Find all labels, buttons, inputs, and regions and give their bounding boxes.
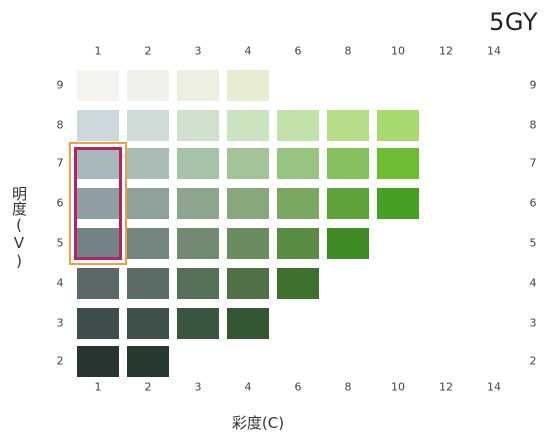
color-chip-v5-c4 xyxy=(227,227,269,259)
chroma-tick-bottom-8: 8 xyxy=(344,380,352,394)
color-chip-v3-c3 xyxy=(177,307,219,339)
value-tick-right-8: 8 xyxy=(529,118,537,132)
color-chip-v8-c8 xyxy=(327,109,369,141)
color-chip-v6-c8 xyxy=(327,187,369,219)
value-tick-left-9: 9 xyxy=(56,78,64,92)
color-chip-v2-c2 xyxy=(127,345,169,377)
chroma-tick-top-10: 10 xyxy=(391,44,405,58)
chroma-tick-bottom-6: 6 xyxy=(294,380,302,394)
color-chip-v9-c4 xyxy=(227,69,269,101)
value-tick-right-9: 9 xyxy=(529,78,537,92)
chroma-tick-bottom-12: 12 xyxy=(439,380,453,394)
color-chip-v8-c6 xyxy=(277,109,319,141)
color-chip-v5-c8 xyxy=(327,227,369,259)
color-chip-v4-c1 xyxy=(77,267,119,299)
color-chip-v8-c1 xyxy=(77,109,119,141)
color-chip-v5-c2 xyxy=(127,227,169,259)
color-chip-v9-c3 xyxy=(177,69,219,101)
value-tick-right-5: 5 xyxy=(529,236,537,250)
color-chip-v6-c3 xyxy=(177,187,219,219)
value-tick-right-7: 7 xyxy=(529,156,537,170)
highlight-outer-frame xyxy=(69,142,127,265)
color-chip-v5-c1 xyxy=(77,227,119,259)
color-chip-v9-c1 xyxy=(77,69,119,101)
chroma-tick-top-8: 8 xyxy=(344,44,352,58)
color-chip-v2-c1 xyxy=(77,345,119,377)
value-tick-left-7: 7 xyxy=(56,156,64,170)
color-chip-v9-c2 xyxy=(127,69,169,101)
color-chip-v3-c2 xyxy=(127,307,169,339)
color-chip-v8-c10 xyxy=(377,109,419,141)
color-chip-v7-c6 xyxy=(277,147,319,179)
value-tick-left-3: 3 xyxy=(56,316,64,330)
color-chip-v5-c6 xyxy=(277,227,319,259)
value-tick-right-6: 6 xyxy=(529,196,537,210)
chroma-tick-bottom-2: 2 xyxy=(144,380,152,394)
color-chip-v3-c1 xyxy=(77,307,119,339)
chroma-tick-top-12: 12 xyxy=(439,44,453,58)
color-chip-v4-c4 xyxy=(227,267,269,299)
y-axis-label: 明度(V) xyxy=(10,186,28,270)
value-tick-right-3: 3 xyxy=(529,316,537,330)
hue-title: 5GY xyxy=(489,8,538,36)
value-tick-left-5: 5 xyxy=(56,236,64,250)
color-chip-v5-c3 xyxy=(177,227,219,259)
chroma-tick-bottom-1: 1 xyxy=(94,380,102,394)
color-chip-v4-c2 xyxy=(127,267,169,299)
color-chip-v8-c3 xyxy=(177,109,219,141)
x-axis-label: 彩度(C) xyxy=(231,414,285,432)
chroma-tick-top-14: 14 xyxy=(487,44,501,58)
value-tick-right-2: 2 xyxy=(529,354,537,368)
chroma-tick-top-2: 2 xyxy=(144,44,152,58)
color-chip-v6-c10 xyxy=(377,187,419,219)
chroma-tick-top-3: 3 xyxy=(194,44,202,58)
color-chip-v7-c8 xyxy=(327,147,369,179)
value-tick-right-4: 4 xyxy=(529,276,537,290)
color-chip-v8-c2 xyxy=(127,109,169,141)
value-tick-left-6: 6 xyxy=(56,196,64,210)
chroma-tick-top-4: 4 xyxy=(244,44,252,58)
value-tick-left-4: 4 xyxy=(56,276,64,290)
color-chip-v4-c6 xyxy=(277,267,319,299)
chroma-tick-bottom-10: 10 xyxy=(391,380,405,394)
chroma-tick-top-6: 6 xyxy=(294,44,302,58)
value-tick-left-8: 8 xyxy=(56,118,64,132)
color-chip-v6-c2 xyxy=(127,187,169,219)
color-chip-v4-c3 xyxy=(177,267,219,299)
value-tick-left-2: 2 xyxy=(56,354,64,368)
chroma-tick-bottom-14: 14 xyxy=(487,380,501,394)
chroma-tick-top-1: 1 xyxy=(94,44,102,58)
color-chip-v7-c4 xyxy=(227,147,269,179)
highlight-inner-frame xyxy=(74,147,122,260)
color-chip-v7-c3 xyxy=(177,147,219,179)
chroma-tick-bottom-4: 4 xyxy=(244,380,252,394)
color-chip-v7-c10 xyxy=(377,147,419,179)
chroma-tick-bottom-3: 3 xyxy=(194,380,202,394)
color-chip-v8-c4 xyxy=(227,109,269,141)
color-chip-v6-c4 xyxy=(227,187,269,219)
color-chip-v7-c2 xyxy=(127,147,169,179)
color-chip-v7-c1 xyxy=(77,147,119,179)
color-chip-v6-c1 xyxy=(77,187,119,219)
color-chip-v3-c4 xyxy=(227,307,269,339)
color-chip-v6-c6 xyxy=(277,187,319,219)
